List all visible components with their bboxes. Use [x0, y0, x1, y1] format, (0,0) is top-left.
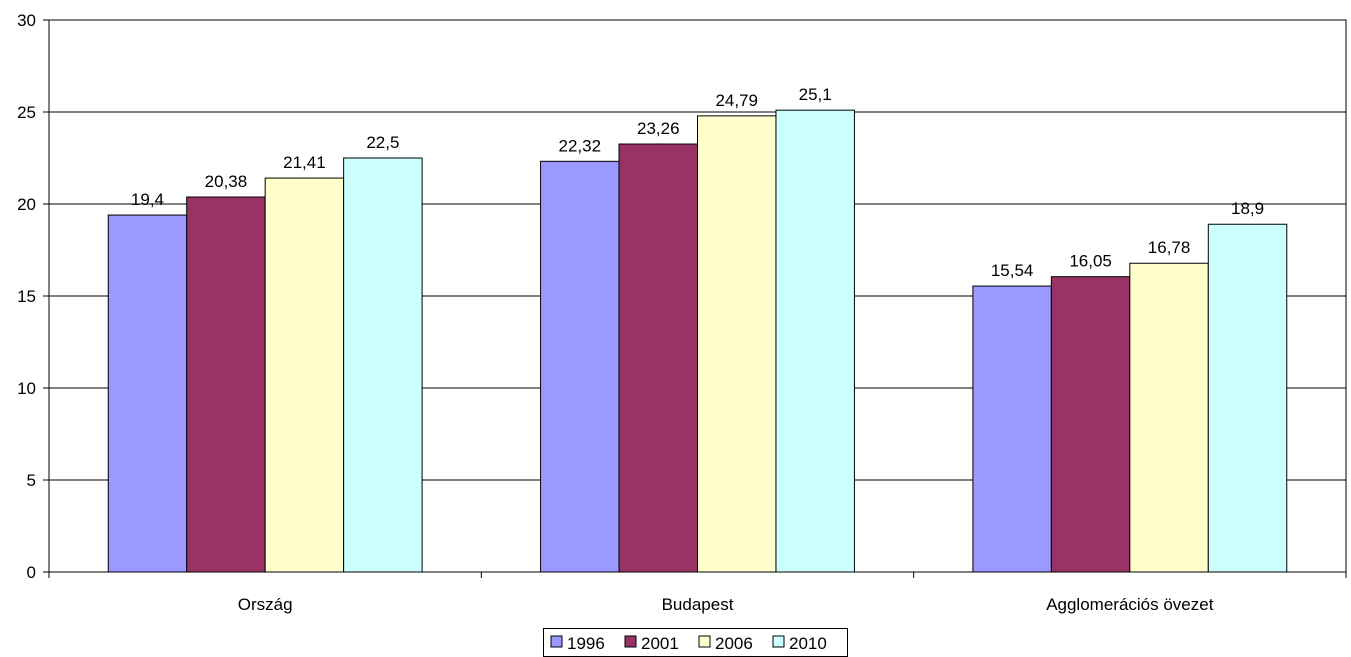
legend-box [543, 628, 848, 657]
legend-swatch-2001 [624, 635, 637, 648]
y-tick-label: 20 [17, 195, 36, 214]
bar-2010 [775, 109, 855, 573]
bar-2001 [1050, 276, 1131, 573]
legend-label-2006: 2006 [715, 634, 753, 653]
y-axis-tick-labels: 0 5 10 15 20 25 30 [17, 11, 36, 582]
category-label: Budapest [662, 595, 734, 614]
y-tick-label: 0 [27, 563, 36, 582]
data-label-2001: 20,38 [205, 172, 248, 191]
bar-2010 [343, 157, 423, 573]
data-label-2010: 25,1 [799, 85, 832, 104]
data-label-2006: 24,79 [715, 91, 758, 110]
legend-label-2001: 2001 [641, 634, 679, 653]
data-label-2010: 18,9 [1231, 199, 1264, 218]
y-tick-label: 15 [17, 287, 36, 306]
category-label: Ország [238, 595, 293, 614]
legend-swatch-2010 [772, 635, 785, 648]
legend-swatch-1996 [550, 635, 563, 648]
bar-2010 [1207, 223, 1288, 573]
data-label-1996: 15,54 [991, 261, 1034, 280]
data-label-2001: 23,26 [637, 119, 680, 138]
legend-label-2010: 2010 [789, 634, 827, 653]
axes [43, 19, 1347, 578]
bar-1996 [540, 160, 620, 573]
data-labels: 19,4 20,38 21,41 22,5 22,32 23,26 24,79 25,1 15,… [131, 85, 1264, 280]
y-tick-label: 30 [17, 11, 36, 30]
y-tick-label: 5 [27, 471, 36, 490]
legend: 1996 2001 2006 2010 [543, 628, 848, 657]
bar-2001 [186, 196, 266, 573]
data-label-2001: 16,05 [1069, 252, 1112, 271]
bar-2006 [697, 115, 777, 573]
bar-2001 [618, 143, 698, 573]
data-label-2006: 21,41 [283, 153, 326, 172]
legend-swatch-2006 [698, 635, 711, 648]
bar-2006 [1129, 262, 1209, 573]
x-axis-category-labels: Ország Budapest Agglomerációs övezet [238, 595, 1214, 614]
data-label-1996: 22,32 [559, 136, 602, 155]
category-label: Agglomerációs övezet [1046, 595, 1214, 614]
data-label-2006: 16,78 [1148, 238, 1191, 257]
bar-1996 [972, 285, 1052, 573]
data-label-2010: 22,5 [366, 133, 399, 152]
bar-1996 [107, 214, 188, 573]
bar-2006 [264, 177, 345, 573]
bars [107, 109, 1288, 573]
plot-area-border [48, 19, 1347, 573]
y-tick-label: 25 [17, 103, 36, 122]
legend-label-1996: 1996 [567, 634, 605, 653]
data-label-1996: 19,4 [131, 190, 164, 209]
y-tick-label: 10 [17, 379, 36, 398]
